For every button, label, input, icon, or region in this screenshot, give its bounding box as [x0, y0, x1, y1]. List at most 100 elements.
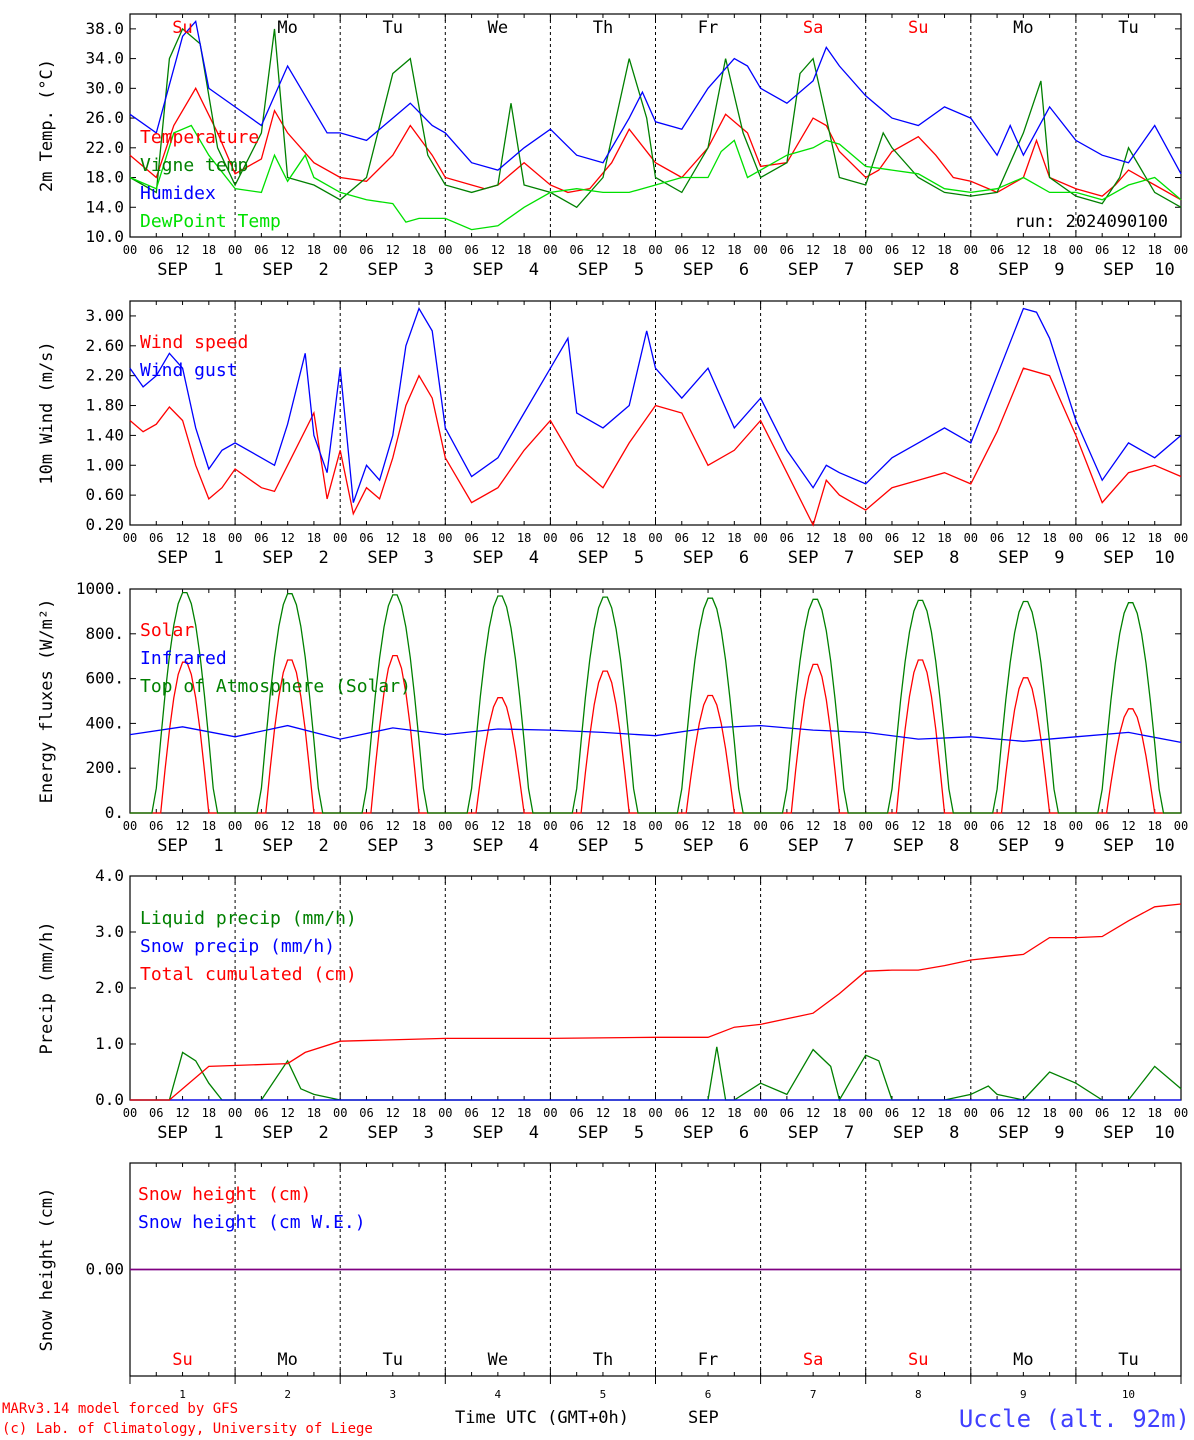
hour-tick-label: 12 [1121, 1106, 1135, 1120]
hour-tick-label: 18 [1147, 531, 1161, 545]
day-label: 2 [319, 548, 329, 568]
day-number-label: 6 [705, 1388, 712, 1401]
hour-tick-label: 00 [964, 819, 978, 833]
month-label: SEP [893, 548, 924, 568]
legend-entry: Top of Atmosphere (Solar) [140, 676, 411, 697]
hour-tick-label: 06 [254, 243, 268, 257]
hour-tick-label: 06 [1095, 819, 1109, 833]
y-tick-label: 2.0 [95, 978, 124, 997]
hour-tick-label: 00 [333, 1106, 347, 1120]
hour-tick-label: 06 [359, 1106, 373, 1120]
hour-tick-label: 00 [228, 531, 242, 545]
y-tick-label: 2.20 [85, 366, 124, 385]
model-credit: MARv3.14 model forced by GFS [2, 1401, 238, 1417]
month-label: SEP [472, 836, 503, 856]
hour-tick-label: 06 [990, 531, 1004, 545]
hour-tick-label: 00 [648, 243, 662, 257]
month-label: SEP [578, 836, 609, 856]
hour-tick-label: 12 [386, 243, 400, 257]
hour-tick-label: 06 [464, 819, 478, 833]
hour-tick-label: 06 [990, 1106, 1004, 1120]
hour-tick-label: 18 [202, 819, 216, 833]
hour-tick-label: 06 [464, 1106, 478, 1120]
plot-frame [129, 300, 1182, 526]
month-label: SEP [578, 1123, 609, 1143]
month-label: SEP [1103, 548, 1134, 568]
hour-tick-label: 18 [937, 819, 951, 833]
hour-tick-label: 12 [386, 531, 400, 545]
hour-tick-label: 00 [543, 819, 557, 833]
hour-tick-label: 00 [333, 819, 347, 833]
day-label: 7 [844, 1123, 854, 1143]
hour-tick-label: 12 [596, 819, 610, 833]
month-label: SEP [788, 260, 819, 280]
hour-tick-label: 12 [596, 243, 610, 257]
day-number-label: 2 [284, 1388, 291, 1401]
hour-tick-label: 12 [1121, 243, 1135, 257]
day-label: 2 [319, 1123, 329, 1143]
hour-tick-label: 12 [280, 243, 294, 257]
y-tick-label: 22.0 [85, 138, 124, 157]
day-number-label: 1 [179, 1388, 186, 1401]
month-label: SEP [367, 1123, 398, 1143]
day-label: 3 [424, 1123, 434, 1143]
hour-tick-label: 00 [858, 819, 872, 833]
weekday-label-top: Mo [1013, 18, 1033, 38]
y-tick-label: 10.0 [85, 227, 124, 246]
day-label: 2 [319, 260, 329, 280]
hour-tick-label: 18 [307, 1106, 321, 1120]
hour-tick-label: 00 [228, 1106, 242, 1120]
hour-tick-label: 18 [202, 243, 216, 257]
day-label: 7 [844, 548, 854, 568]
y-tick-label: 34.0 [85, 49, 124, 68]
hour-tick-label: 12 [386, 1106, 400, 1120]
y-axis-label: Energy fluxes (W/m²) [37, 599, 57, 804]
hour-tick-label: 06 [885, 531, 899, 545]
month-label: SEP [157, 1123, 188, 1143]
hour-tick-label: 00 [123, 243, 137, 257]
weekday-label-bottom: Mo [1013, 1350, 1033, 1370]
hour-tick-label: 06 [675, 531, 689, 545]
hour-tick-label: 00 [333, 243, 347, 257]
y-axis-label: 2m Temp. (°C) [37, 59, 57, 192]
month-label: SEP [157, 260, 188, 280]
hour-tick-label: 00 [858, 1106, 872, 1120]
month-label: SEP [998, 260, 1029, 280]
day-label: 5 [634, 836, 644, 856]
day-label: 10 [1154, 548, 1174, 568]
weekday-label-bottom: Th [593, 1350, 613, 1370]
month-label: SEP [683, 260, 714, 280]
hour-tick-label: 00 [964, 1106, 978, 1120]
hour-tick-label: 18 [412, 819, 426, 833]
hour-tick-label: 06 [464, 531, 478, 545]
hour-tick-label: 06 [1095, 531, 1109, 545]
legend-entry: Wind speed [140, 332, 248, 353]
day-label: 6 [739, 1123, 749, 1143]
hour-tick-label: 12 [596, 531, 610, 545]
hour-tick-label: 00 [1069, 243, 1083, 257]
hour-tick-label: 12 [806, 1106, 820, 1120]
month-label: SEP [367, 836, 398, 856]
hour-tick-label: 12 [1016, 243, 1030, 257]
day-label: 5 [634, 1123, 644, 1143]
day-label: 8 [949, 1123, 959, 1143]
legend-entry: DewPoint Temp [140, 211, 281, 232]
y-tick-label: 0. [105, 803, 124, 822]
hour-tick-label: 00 [438, 243, 452, 257]
hour-tick-label: 12 [175, 1106, 189, 1120]
hour-tick-label: 00 [1174, 531, 1188, 545]
weekday-label-top: Sa [803, 18, 823, 38]
y-axis-label: 10m Wind (m/s) [37, 341, 57, 484]
day-label: 7 [844, 260, 854, 280]
legend-entry: Snow height (cm W.E.) [138, 1212, 366, 1233]
month-label: SEP [893, 1123, 924, 1143]
hour-tick-label: 00 [964, 243, 978, 257]
day-label: 8 [949, 260, 959, 280]
hour-tick-label: 18 [1147, 1106, 1161, 1120]
y-tick-label: 200. [85, 758, 124, 777]
month-label: SEP [157, 836, 188, 856]
hour-tick-label: 06 [254, 531, 268, 545]
month-label: SEP [262, 548, 293, 568]
hour-tick-label: 00 [228, 243, 242, 257]
legend-entry: Solar [140, 620, 194, 641]
